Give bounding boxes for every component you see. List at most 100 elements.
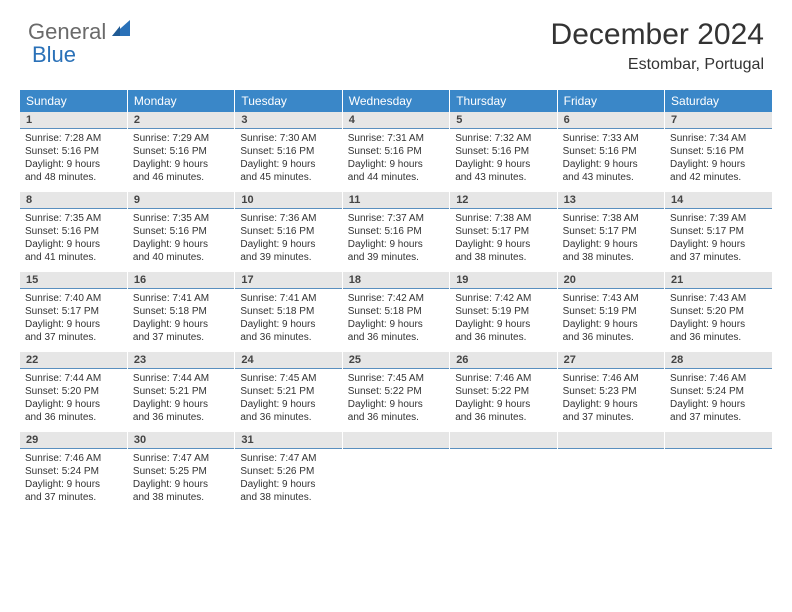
location: Estombar, Portugal [551,56,764,74]
calendar-day-cell: 17Sunrise: 7:41 AMSunset: 5:18 PMDayligh… [235,272,342,352]
day-content: Sunrise: 7:31 AMSunset: 5:16 PMDaylight:… [343,129,449,190]
daylight-text-1: Daylight: 9 hours [133,318,229,331]
daylight-text-2: and 37 minutes. [25,491,122,504]
calendar-week-row: 8Sunrise: 7:35 AMSunset: 5:16 PMDaylight… [20,192,772,272]
sunset-text: Sunset: 5:16 PM [240,145,336,158]
daylight-text-1: Daylight: 9 hours [455,238,551,251]
sunset-text: Sunset: 5:22 PM [348,385,444,398]
calendar-day-cell: 3Sunrise: 7:30 AMSunset: 5:16 PMDaylight… [235,112,342,192]
sunset-text: Sunset: 5:22 PM [455,385,551,398]
sunrise-text: Sunrise: 7:42 AM [348,292,444,305]
sunrise-text: Sunrise: 7:35 AM [133,212,229,225]
day-number: 3 [235,112,341,129]
daylight-text-2: and 38 minutes. [563,251,659,264]
sunrise-text: Sunrise: 7:44 AM [133,372,229,385]
calendar-day-cell [450,432,557,512]
daylight-text-1: Daylight: 9 hours [240,478,336,491]
calendar-day-cell: 18Sunrise: 7:42 AMSunset: 5:18 PMDayligh… [342,272,449,352]
day-content: Sunrise: 7:35 AMSunset: 5:16 PMDaylight:… [20,209,127,270]
calendar-day-cell: 9Sunrise: 7:35 AMSunset: 5:16 PMDaylight… [127,192,234,272]
daylight-text-2: and 38 minutes. [455,251,551,264]
calendar-day-cell: 14Sunrise: 7:39 AMSunset: 5:17 PMDayligh… [665,192,772,272]
day-number: 9 [128,192,234,209]
sunset-text: Sunset: 5:24 PM [670,385,767,398]
daylight-text-2: and 36 minutes. [455,411,551,424]
day-content: Sunrise: 7:32 AMSunset: 5:16 PMDaylight:… [450,129,556,190]
calendar-day-cell [342,432,449,512]
day-number: 16 [128,272,234,289]
day-number: 22 [20,352,127,369]
sunrise-text: Sunrise: 7:46 AM [25,452,122,465]
day-content: Sunrise: 7:42 AMSunset: 5:18 PMDaylight:… [343,289,449,350]
title-block: December 2024 Estombar, Portugal [551,18,764,74]
sunrise-text: Sunrise: 7:46 AM [670,372,767,385]
calendar-day-cell: 22Sunrise: 7:44 AMSunset: 5:20 PMDayligh… [20,352,127,432]
day-number: 28 [665,352,772,369]
calendar-week-row: 15Sunrise: 7:40 AMSunset: 5:17 PMDayligh… [20,272,772,352]
day-number: 12 [450,192,556,209]
daylight-text-2: and 36 minutes. [240,411,336,424]
sunrise-text: Sunrise: 7:47 AM [240,452,336,465]
daylight-text-2: and 36 minutes. [133,411,229,424]
sunset-text: Sunset: 5:17 PM [670,225,767,238]
sunset-text: Sunset: 5:18 PM [133,305,229,318]
sunset-text: Sunset: 5:16 PM [240,225,336,238]
weekday-thursday: Thursday [450,90,557,112]
day-content: Sunrise: 7:37 AMSunset: 5:16 PMDaylight:… [343,209,449,270]
day-content: Sunrise: 7:42 AMSunset: 5:19 PMDaylight:… [450,289,556,350]
day-content: Sunrise: 7:30 AMSunset: 5:16 PMDaylight:… [235,129,341,190]
daylight-text-2: and 41 minutes. [25,251,122,264]
sunrise-text: Sunrise: 7:39 AM [670,212,767,225]
calendar-day-cell: 28Sunrise: 7:46 AMSunset: 5:24 PMDayligh… [665,352,772,432]
empty-daynum [558,432,664,449]
sunrise-text: Sunrise: 7:36 AM [240,212,336,225]
calendar-day-cell [557,432,664,512]
sunrise-text: Sunrise: 7:41 AM [133,292,229,305]
daylight-text-1: Daylight: 9 hours [563,158,659,171]
daylight-text-1: Daylight: 9 hours [563,318,659,331]
daylight-text-1: Daylight: 9 hours [670,318,767,331]
daylight-text-1: Daylight: 9 hours [455,398,551,411]
day-number: 31 [235,432,341,449]
day-content: Sunrise: 7:39 AMSunset: 5:17 PMDaylight:… [665,209,772,270]
calendar-day-cell: 12Sunrise: 7:38 AMSunset: 5:17 PMDayligh… [450,192,557,272]
day-number: 21 [665,272,772,289]
sunrise-text: Sunrise: 7:42 AM [455,292,551,305]
day-content: Sunrise: 7:36 AMSunset: 5:16 PMDaylight:… [235,209,341,270]
day-content: Sunrise: 7:44 AMSunset: 5:20 PMDaylight:… [20,369,127,430]
day-content: Sunrise: 7:46 AMSunset: 5:24 PMDaylight:… [665,369,772,430]
day-content: Sunrise: 7:45 AMSunset: 5:22 PMDaylight:… [343,369,449,430]
month-title: December 2024 [551,18,764,52]
daylight-text-2: and 46 minutes. [133,171,229,184]
daylight-text-1: Daylight: 9 hours [133,398,229,411]
daylight-text-2: and 37 minutes. [563,411,659,424]
day-number: 29 [20,432,127,449]
daylight-text-2: and 45 minutes. [240,171,336,184]
daylight-text-1: Daylight: 9 hours [25,398,122,411]
daylight-text-1: Daylight: 9 hours [133,478,229,491]
day-content: Sunrise: 7:28 AMSunset: 5:16 PMDaylight:… [20,129,127,190]
calendar-day-cell: 8Sunrise: 7:35 AMSunset: 5:16 PMDaylight… [20,192,127,272]
sunset-text: Sunset: 5:20 PM [670,305,767,318]
daylight-text-2: and 40 minutes. [133,251,229,264]
sunset-text: Sunset: 5:24 PM [25,465,122,478]
day-number: 15 [20,272,127,289]
sunset-text: Sunset: 5:16 PM [348,225,444,238]
sunrise-text: Sunrise: 7:30 AM [240,132,336,145]
day-number: 4 [343,112,449,129]
daylight-text-2: and 39 minutes. [348,251,444,264]
calendar-day-cell: 30Sunrise: 7:47 AMSunset: 5:25 PMDayligh… [127,432,234,512]
day-content: Sunrise: 7:46 AMSunset: 5:24 PMDaylight:… [20,449,127,510]
day-content: Sunrise: 7:43 AMSunset: 5:20 PMDaylight:… [665,289,772,350]
daylight-text-1: Daylight: 9 hours [240,398,336,411]
sunrise-text: Sunrise: 7:44 AM [25,372,122,385]
daylight-text-1: Daylight: 9 hours [348,318,444,331]
sunrise-text: Sunrise: 7:46 AM [563,372,659,385]
daylight-text-2: and 37 minutes. [25,331,122,344]
sunrise-text: Sunrise: 7:43 AM [670,292,767,305]
daylight-text-1: Daylight: 9 hours [348,238,444,251]
daylight-text-2: and 44 minutes. [348,171,444,184]
daylight-text-1: Daylight: 9 hours [240,158,336,171]
day-number: 17 [235,272,341,289]
day-content: Sunrise: 7:29 AMSunset: 5:16 PMDaylight:… [128,129,234,190]
